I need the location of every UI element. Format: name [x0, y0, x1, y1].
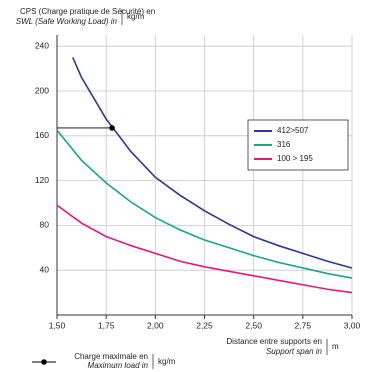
y-label: CPS (Charge pratique de Sécurité) en: [20, 7, 155, 16]
x-tick-label: 1,50: [49, 320, 66, 330]
x-tick-label: 3,00: [344, 320, 361, 330]
y-tick-label: 80: [40, 220, 50, 230]
legend-label: 412>507: [277, 126, 309, 135]
x-label: Support span in: [266, 347, 323, 356]
x-tick-label: 2,50: [245, 320, 262, 330]
y-unit: kg/m: [127, 12, 145, 21]
x-label: Distance entre supports en: [226, 337, 322, 346]
series-line: [56, 204, 353, 294]
marker-unit: kg/m: [158, 357, 176, 366]
marker-legend-dot: [41, 359, 47, 365]
y-label: SWL (Safe Working Load) in: [16, 17, 118, 26]
x-tick-label: 2,00: [147, 320, 164, 330]
legend-label: 100 > 195: [277, 154, 313, 163]
x-tick-label: 1,75: [98, 320, 115, 330]
y-tick-label: 200: [35, 85, 49, 95]
y-tick-label: 40: [40, 264, 50, 274]
y-tick-label: 240: [35, 40, 49, 50]
y-tick-label: 160: [35, 130, 49, 140]
y-tick-label: 120: [35, 175, 49, 185]
marker-point: [109, 125, 115, 131]
legend-label: 316: [277, 140, 291, 149]
x-tick-label: 2,75: [295, 320, 312, 330]
series-line: [56, 129, 353, 279]
series-line: [72, 57, 353, 269]
x-unit: m: [332, 342, 339, 351]
marker-label: Charge maximale en: [74, 352, 148, 361]
marker-label: Maximum load in: [88, 361, 149, 370]
x-tick-label: 2,25: [196, 320, 213, 330]
